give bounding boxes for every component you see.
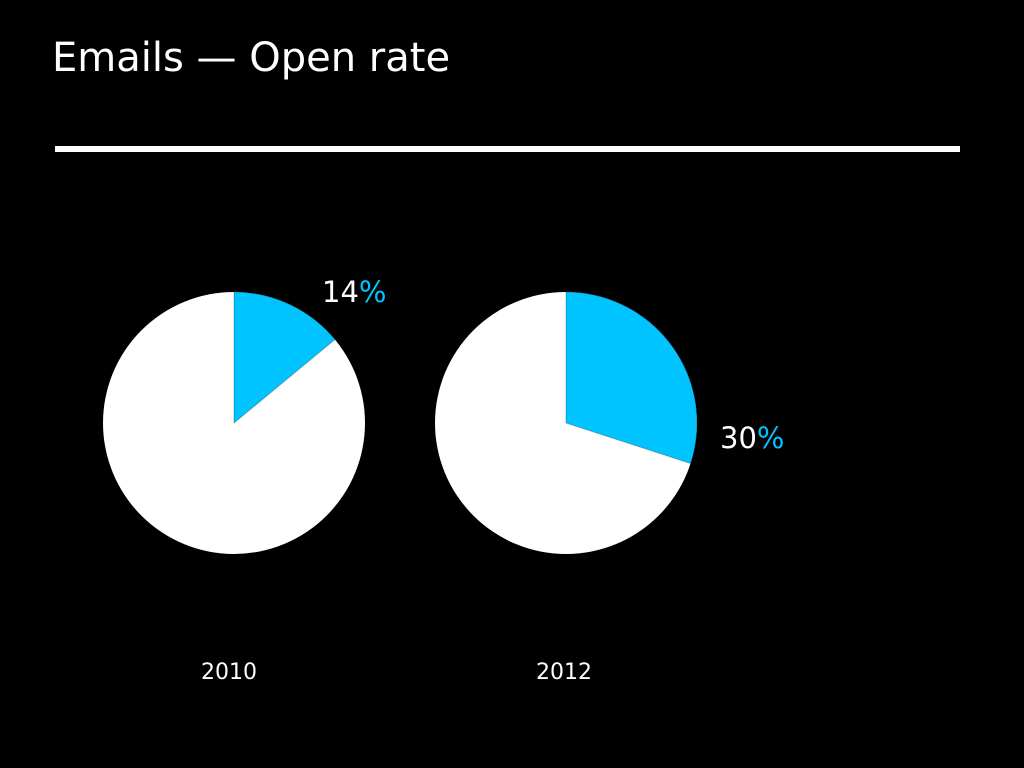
- pie-value-unit: %: [757, 421, 785, 455]
- pie-category-label-2010: 2010: [201, 660, 257, 685]
- pie-category-label-2012: 2012: [536, 660, 592, 685]
- pie-slice-open-2012: [565, 291, 698, 465]
- pie-value-number: 30: [720, 421, 757, 455]
- pie-value-number: 14: [322, 275, 359, 309]
- pie-value-unit: %: [359, 275, 387, 309]
- pie-slice-open-2010: [233, 291, 336, 425]
- title-divider: [55, 146, 960, 152]
- pie-value-label-2012: 30%: [720, 421, 784, 455]
- pie-value-label-2010: 14%: [322, 275, 386, 309]
- page-title: Emails — Open rate: [52, 35, 451, 81]
